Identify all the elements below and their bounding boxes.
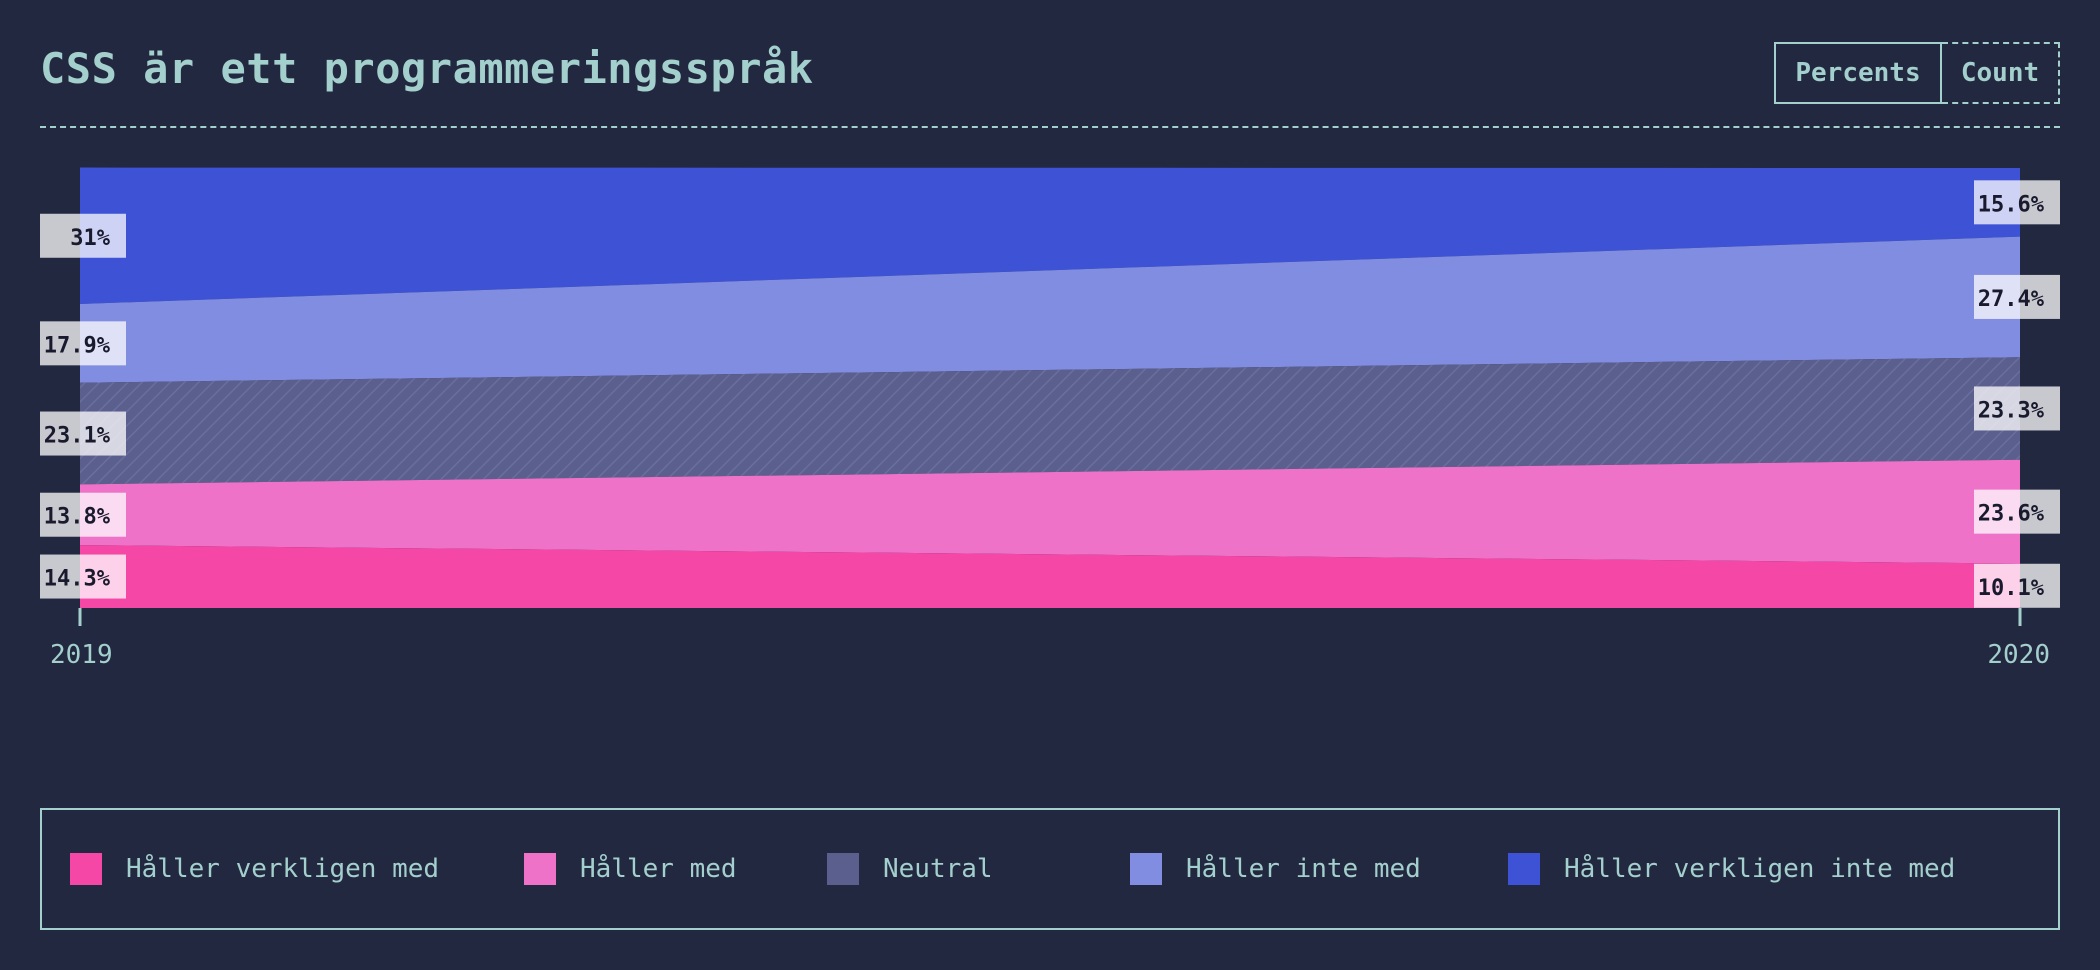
- legend-item-haller-verkligen-med[interactable]: Håller verkligen med: [70, 852, 439, 886]
- svg-text:14.3%: 14.3%: [44, 567, 111, 592]
- data-label-neutral-2019: 23.1%: [40, 411, 126, 456]
- data-label-haller-verkligen-inte-med-2020: 15.6%: [1974, 180, 2060, 225]
- legend-swatch: [1130, 853, 1162, 885]
- legend-item-haller-inte-med[interactable]: Håller inte med: [1130, 852, 1421, 886]
- title-divider: [40, 126, 2060, 128]
- data-label-neutral-2020: 23.3%: [1974, 386, 2060, 431]
- svg-text:10.1%: 10.1%: [1978, 576, 2045, 601]
- svg-text:15.6%: 15.6%: [1978, 192, 2045, 217]
- area-haller-verkligen-med: [80, 545, 2020, 608]
- area-haller-med: [80, 459, 2020, 564]
- count-toggle-button[interactable]: Count: [1942, 42, 2060, 104]
- svg-text:27.4%: 27.4%: [1978, 287, 2045, 312]
- legend: Håller verkligen med Håller med Neutral …: [40, 808, 2060, 930]
- svg-text:31%: 31%: [70, 226, 110, 251]
- chart-title: CSS är ett programmeringsspråk: [40, 44, 814, 93]
- legend-item-haller-verkligen-inte-med[interactable]: Håller verkligen inte med: [1508, 852, 1955, 886]
- legend-swatch: [70, 853, 102, 885]
- area-haller-inte-med: [80, 236, 2020, 383]
- legend-label: Håller inte med: [1186, 854, 1421, 884]
- x-tick-label-2019: 2019: [50, 640, 113, 670]
- legend-swatch: [524, 853, 556, 885]
- svg-text:13.8%: 13.8%: [44, 505, 111, 530]
- area-neutral: [80, 357, 2020, 485]
- legend-label: Håller med: [580, 854, 737, 884]
- area-haller-verkligen-inte-med: [80, 167, 2020, 304]
- data-label-haller-med-2020: 23.6%: [1974, 489, 2060, 534]
- legend-label: Håller verkligen inte med: [1564, 854, 1956, 884]
- data-label-haller-inte-med-2020: 27.4%: [1974, 274, 2060, 319]
- svg-text:23.6%: 23.6%: [1978, 502, 2045, 527]
- legend-item-haller-med[interactable]: Håller med: [524, 852, 737, 886]
- data-label-haller-verkligen-inte-med-2019: 31%: [40, 213, 126, 258]
- stacked-area-chart: 2019 2020 14.3% 10.1% 13.8% 23.6% 23.1% 23.3% 1…: [40, 167, 2060, 670]
- x-tick-label-2020: 2020: [1987, 640, 2050, 670]
- data-label-haller-verkligen-med-2020: 10.1%: [1974, 563, 2060, 608]
- svg-text:17.9%: 17.9%: [44, 333, 111, 358]
- svg-text:23.3%: 23.3%: [1978, 398, 2045, 423]
- legend-item-neutral[interactable]: Neutral: [827, 852, 993, 886]
- data-label-haller-inte-med-2019: 17.9%: [40, 321, 126, 366]
- data-label-haller-verkligen-med-2019: 14.3%: [40, 554, 126, 599]
- percents-toggle-button[interactable]: Percents: [1774, 42, 1942, 104]
- legend-swatch: [1508, 853, 1540, 885]
- legend-label: Neutral: [883, 854, 993, 884]
- legend-label: Håller verkligen med: [126, 854, 440, 884]
- svg-text:23.1%: 23.1%: [44, 424, 111, 449]
- data-label-haller-med-2019: 13.8%: [40, 492, 126, 537]
- legend-swatch: [827, 853, 859, 885]
